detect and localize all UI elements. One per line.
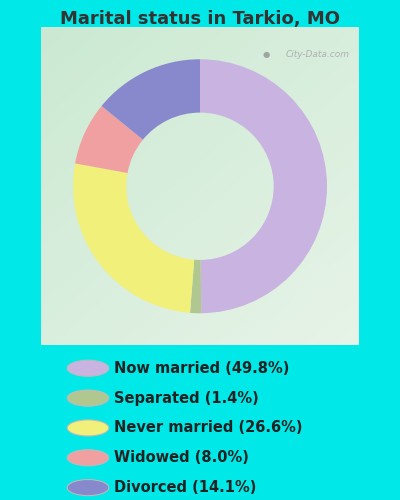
Wedge shape (102, 59, 200, 140)
Wedge shape (200, 59, 327, 313)
Wedge shape (190, 260, 201, 313)
Text: Now married (49.8%): Now married (49.8%) (114, 361, 289, 376)
Wedge shape (73, 164, 194, 313)
Text: ●: ● (263, 50, 270, 58)
Text: Widowed (8.0%): Widowed (8.0%) (114, 450, 249, 466)
Circle shape (67, 450, 109, 466)
Circle shape (67, 390, 109, 406)
Circle shape (67, 360, 109, 376)
Wedge shape (75, 106, 143, 173)
Text: Divorced (14.1%): Divorced (14.1%) (114, 480, 256, 495)
Text: City-Data.com: City-Data.com (285, 50, 349, 58)
Circle shape (67, 480, 109, 496)
Text: Separated (1.4%): Separated (1.4%) (114, 390, 259, 406)
Text: Marital status in Tarkio, MO: Marital status in Tarkio, MO (60, 10, 340, 28)
Text: Never married (26.6%): Never married (26.6%) (114, 420, 302, 436)
Circle shape (67, 420, 109, 436)
